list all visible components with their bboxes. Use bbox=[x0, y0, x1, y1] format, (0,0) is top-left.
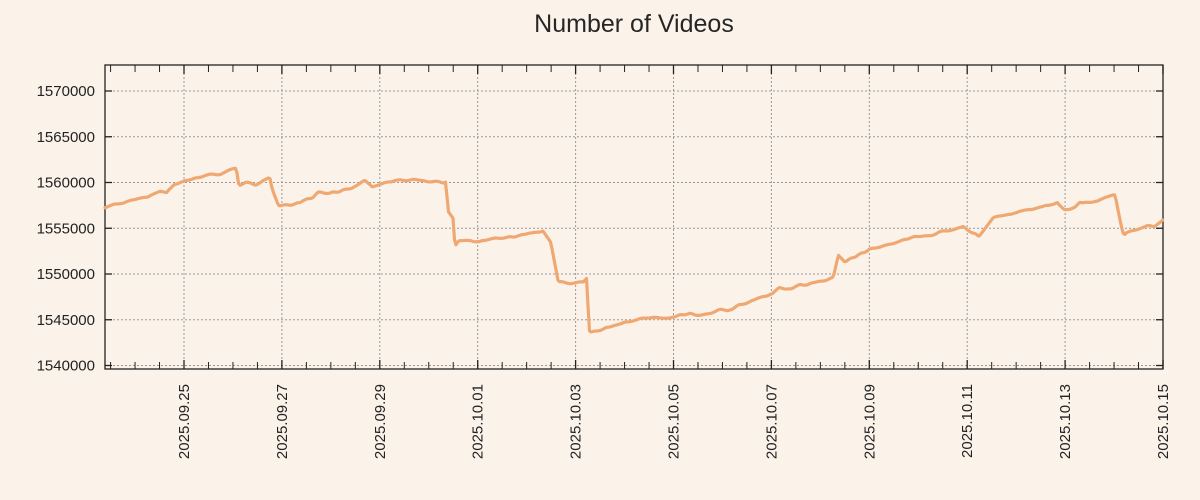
svg-text:2025.09.29: 2025.09.29 bbox=[372, 384, 389, 459]
svg-text:2025.10.11: 2025.10.11 bbox=[959, 384, 976, 458]
svg-text:1560000: 1560000 bbox=[37, 175, 95, 192]
svg-text:2025.10.03: 2025.10.03 bbox=[568, 384, 585, 459]
svg-text:2025.09.27: 2025.09.27 bbox=[274, 384, 291, 459]
svg-text:1565000: 1565000 bbox=[37, 129, 95, 146]
svg-text:1545000: 1545000 bbox=[37, 312, 95, 329]
svg-text:2025.10.15: 2025.10.15 bbox=[1155, 384, 1172, 459]
svg-text:1570000: 1570000 bbox=[37, 83, 95, 100]
svg-text:1540000: 1540000 bbox=[37, 358, 95, 375]
svg-text:2025.09.25: 2025.09.25 bbox=[176, 384, 193, 459]
svg-text:2025.10.13: 2025.10.13 bbox=[1057, 384, 1074, 459]
svg-text:1555000: 1555000 bbox=[37, 220, 95, 237]
svg-text:2025.10.01: 2025.10.01 bbox=[470, 384, 487, 459]
svg-text:2025.10.09: 2025.10.09 bbox=[861, 384, 878, 459]
svg-text:2025.10.07: 2025.10.07 bbox=[763, 384, 780, 459]
svg-text:2025.10.05: 2025.10.05 bbox=[666, 384, 683, 459]
svg-text:1550000: 1550000 bbox=[37, 266, 95, 283]
